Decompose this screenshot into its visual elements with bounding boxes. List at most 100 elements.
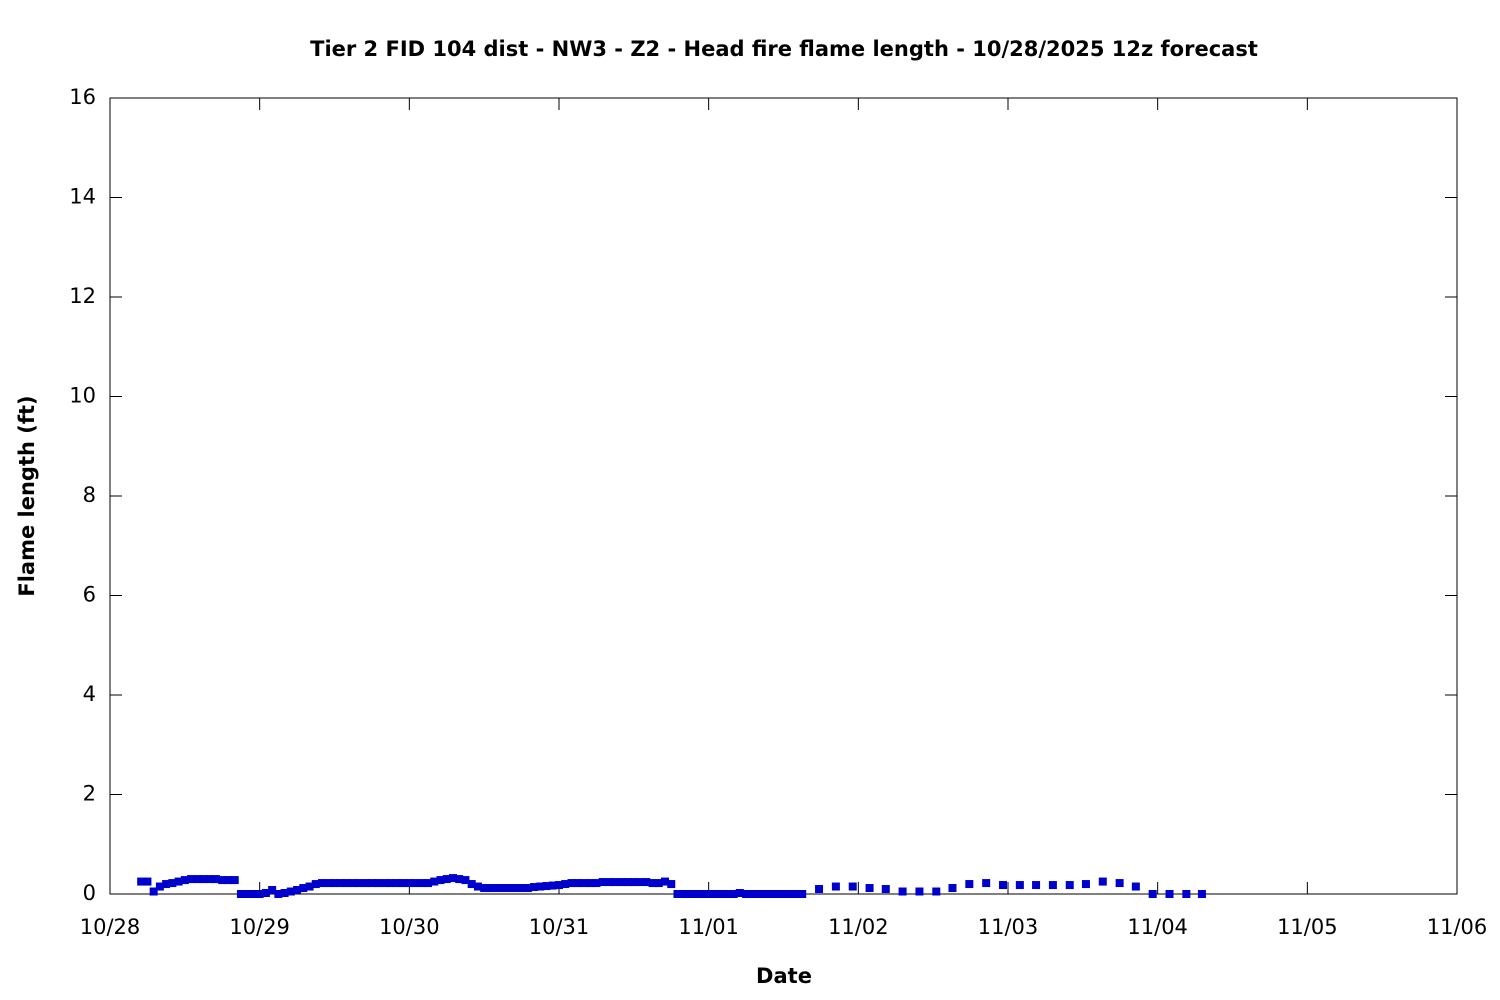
point [274, 890, 283, 898]
x-tick-label: 10/30 [379, 915, 440, 939]
point [461, 876, 470, 885]
point [915, 887, 924, 896]
point [742, 890, 751, 898]
point [679, 890, 688, 898]
point [380, 879, 389, 888]
point [305, 882, 314, 891]
point [286, 887, 295, 896]
x-tick-label: 10/29 [229, 915, 290, 939]
point [1081, 880, 1090, 889]
point [399, 879, 408, 888]
y-tick-label: 12 [69, 284, 96, 308]
y-axis-label: Flame length (ft) [15, 395, 39, 596]
point [767, 890, 776, 898]
point [243, 890, 252, 898]
point [555, 881, 563, 890]
point [1098, 877, 1107, 886]
point [180, 876, 189, 885]
point [417, 879, 426, 888]
point [318, 879, 327, 888]
point [168, 879, 177, 888]
point [299, 884, 308, 893]
point [898, 887, 907, 896]
point [579, 879, 588, 888]
point [723, 890, 732, 898]
point [748, 890, 757, 898]
point [611, 878, 620, 887]
point [187, 875, 196, 884]
point [692, 890, 701, 898]
point [162, 880, 171, 889]
point [174, 877, 183, 886]
point [667, 880, 676, 889]
y-tick-label: 8 [83, 483, 96, 507]
point [932, 887, 941, 896]
point [405, 879, 414, 888]
point [1148, 890, 1157, 898]
chart-title: Tier 2 FID 104 dist - NW3 - Z2 - Head fi… [310, 37, 1258, 61]
point [523, 884, 532, 893]
point [654, 879, 663, 888]
point [293, 886, 302, 895]
point [505, 884, 514, 893]
point [561, 880, 570, 889]
point [1182, 890, 1191, 898]
point [236, 890, 245, 898]
point [349, 879, 358, 888]
x-tick-label: 11/03 [978, 915, 1039, 939]
y-tick-label: 14 [69, 185, 96, 209]
plot-frame [109, 97, 1458, 895]
point [511, 884, 520, 893]
point [199, 875, 208, 884]
point [1115, 879, 1124, 888]
point [1165, 890, 1174, 898]
point [598, 878, 607, 887]
point [785, 890, 794, 898]
point [831, 882, 840, 891]
point [473, 882, 482, 891]
point [230, 876, 239, 885]
point [965, 880, 974, 889]
point [143, 877, 152, 886]
point [480, 884, 489, 893]
point [193, 875, 202, 884]
point [629, 878, 638, 887]
point [255, 890, 264, 898]
y-tick-label: 0 [83, 881, 96, 905]
point [754, 890, 763, 898]
point [361, 879, 370, 888]
x-axis-label: Date [756, 964, 812, 988]
point [604, 878, 613, 887]
point [149, 887, 158, 896]
point [648, 879, 657, 888]
point [218, 876, 227, 885]
point [486, 884, 495, 893]
point [617, 878, 626, 887]
point [881, 885, 890, 894]
point [424, 879, 433, 888]
point [735, 889, 744, 898]
x-tick-label: 11/06 [1427, 915, 1488, 939]
y-tick-label: 6 [83, 583, 96, 607]
point [567, 879, 576, 888]
point [536, 882, 545, 891]
point [324, 879, 333, 888]
point [1131, 882, 1140, 891]
point [530, 883, 539, 892]
y-tick-label: 10 [69, 384, 96, 408]
point [224, 876, 233, 885]
point [865, 884, 874, 893]
point [498, 884, 507, 893]
point [673, 890, 682, 898]
x-tick-label: 11/05 [1277, 915, 1338, 939]
point [948, 884, 957, 893]
point [517, 884, 526, 893]
point [280, 889, 289, 898]
point [212, 875, 221, 884]
point [710, 890, 719, 898]
x-tick-label: 11/02 [828, 915, 889, 939]
point [760, 890, 769, 898]
point [815, 885, 824, 894]
point [492, 884, 501, 893]
